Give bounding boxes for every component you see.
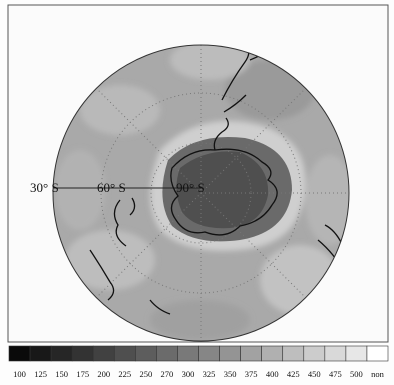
colorbar-label: 270	[161, 369, 174, 379]
colorbar-swatch	[51, 346, 72, 361]
colorbar-label: 475	[329, 369, 342, 379]
colorbar-label: non	[371, 369, 385, 379]
colorbar-swatch	[241, 346, 262, 361]
colorbar-swatch	[304, 346, 325, 361]
colorbar-label: 200	[97, 369, 110, 379]
colorbar-swatch	[114, 346, 135, 361]
colorbar-swatch	[135, 346, 156, 361]
colorbar-label: 100	[13, 369, 26, 379]
page: 30° S 60° S 90° S 100 125 150 175 200 225 250 2…	[0, 0, 394, 385]
colorbar-label: 125	[34, 369, 47, 379]
colorbar-label: 300	[182, 369, 195, 379]
colorbar-swatch	[325, 346, 346, 361]
colorbar-swatch	[367, 346, 388, 361]
colorbar-swatch	[30, 346, 51, 361]
colorbar-swatch	[72, 346, 93, 361]
colorbar-label: 325	[203, 369, 216, 379]
colorbar-swatch	[346, 346, 367, 361]
lat-label: 60° S	[97, 180, 126, 195]
lat-label: 90° S	[176, 180, 205, 195]
lat-label: 30° S	[30, 180, 59, 195]
colorbar-swatch	[220, 346, 241, 361]
colorbar-label: 350	[224, 369, 237, 379]
colorbar-label: 375	[245, 369, 258, 379]
map-figure: 30° S 60° S 90° S 100 125 150 175 200 225 250 2…	[0, 0, 394, 385]
colorbar-swatch	[177, 346, 198, 361]
colorbar-label: 225	[118, 369, 131, 379]
colorbar-swatch	[93, 346, 114, 361]
colorbar-swatch	[199, 346, 220, 361]
colorbar-label: 425	[287, 369, 300, 379]
colorbar-swatch	[156, 346, 177, 361]
colorbar-swatch	[283, 346, 304, 361]
colorbar-label: 450	[308, 369, 321, 379]
colorbar-label: 250	[139, 369, 152, 379]
colorbar-label: 175	[76, 369, 89, 379]
colorbar-label: 150	[55, 369, 68, 379]
colorbar: 100 125 150 175 200 225 250 270 300 325 350 375 400 4…	[9, 346, 388, 379]
colorbar-swatch	[262, 346, 283, 361]
colorbar-swatch	[9, 346, 30, 361]
colorbar-label: 400	[266, 369, 279, 379]
colorbar-label: 500	[350, 369, 363, 379]
